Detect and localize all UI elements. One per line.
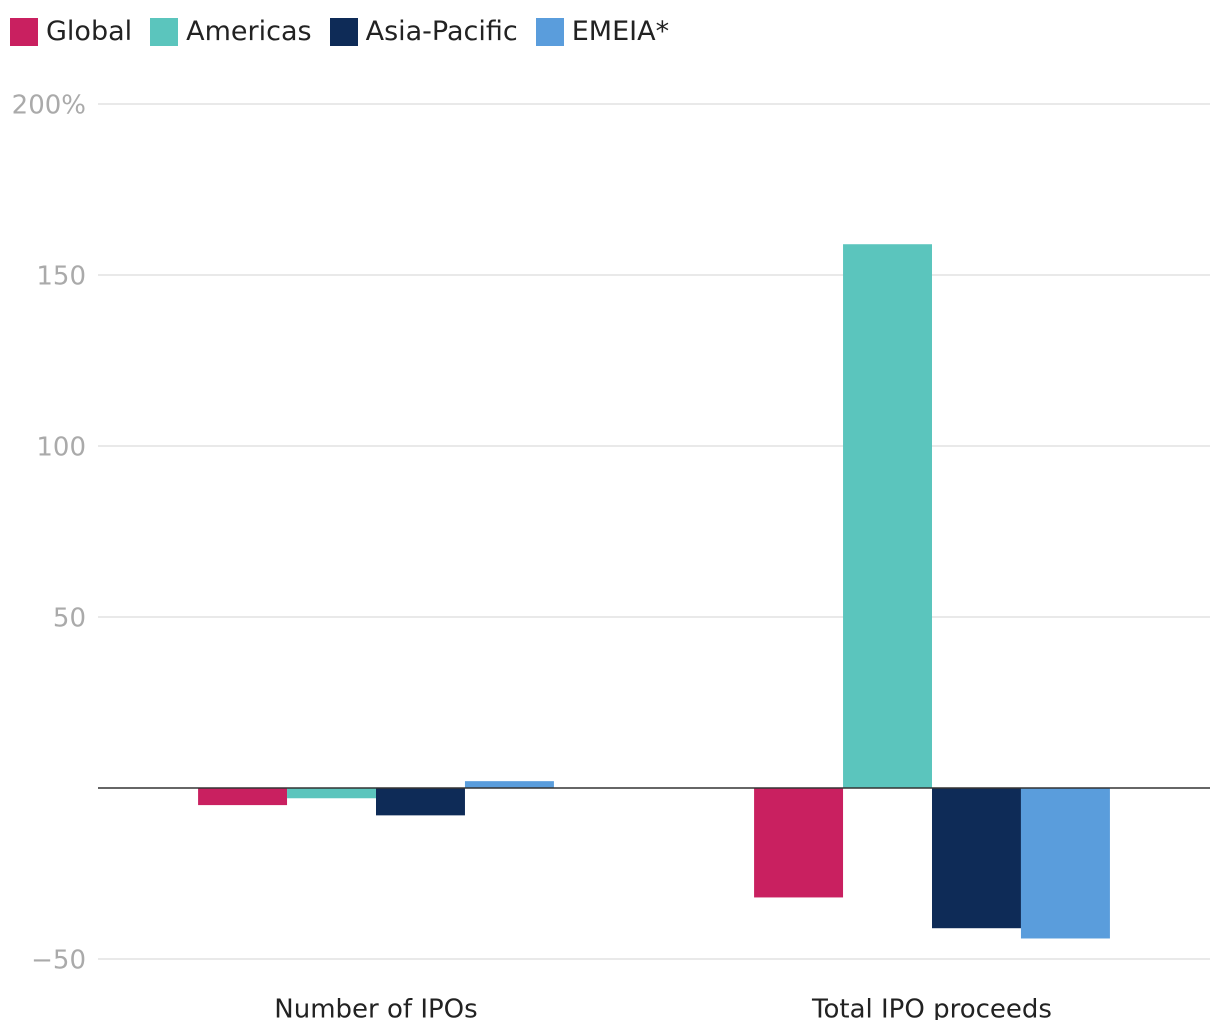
bar — [376, 788, 465, 816]
legend-label: Global — [46, 16, 133, 47]
x-tick-label: Number of IPOs — [274, 995, 477, 1020]
y-tick-label: 150 — [36, 262, 86, 292]
x-tick-label: Total IPO proceeds — [811, 995, 1052, 1020]
bar — [287, 788, 376, 799]
legend-swatch — [10, 17, 38, 46]
legend-label: EMEIA* — [571, 16, 670, 47]
legend-item: Global — [10, 16, 132, 47]
bar — [843, 244, 932, 789]
legend-item: Asia-Pacific — [329, 16, 518, 47]
bar — [1020, 788, 1110, 939]
legend-item: Americas — [150, 16, 312, 47]
legend-label: Asia-Pacific — [365, 16, 518, 47]
legend-swatch — [150, 17, 179, 46]
legend-swatch — [535, 17, 564, 46]
bar — [198, 788, 288, 806]
bar — [932, 788, 1021, 929]
y-tick-label: −50 — [31, 946, 86, 976]
legend-swatch — [329, 17, 358, 46]
bar — [754, 788, 844, 898]
y-tick-label: 100 — [36, 433, 86, 463]
bar — [464, 781, 554, 788]
legend-label: Americas — [186, 16, 312, 47]
legend: Global Americas Asia-Pacific EMEIA* — [10, 16, 669, 47]
y-tick-label: 50 — [53, 604, 86, 634]
y-tick-label: 200% — [12, 91, 86, 121]
legend-item: EMEIA* — [535, 16, 670, 47]
